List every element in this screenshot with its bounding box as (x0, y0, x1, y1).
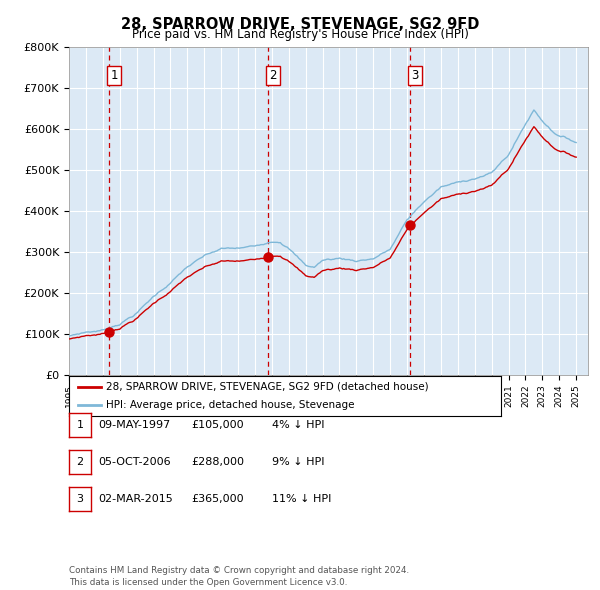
Text: 4% ↓ HPI: 4% ↓ HPI (272, 420, 325, 430)
Text: Price paid vs. HM Land Registry's House Price Index (HPI): Price paid vs. HM Land Registry's House … (131, 28, 469, 41)
Text: 11% ↓ HPI: 11% ↓ HPI (272, 494, 332, 504)
Text: £288,000: £288,000 (191, 457, 244, 467)
Text: 28, SPARROW DRIVE, STEVENAGE, SG2 9FD (detached house): 28, SPARROW DRIVE, STEVENAGE, SG2 9FD (d… (106, 382, 428, 392)
Text: 28, SPARROW DRIVE, STEVENAGE, SG2 9FD: 28, SPARROW DRIVE, STEVENAGE, SG2 9FD (121, 17, 479, 31)
Text: 3: 3 (77, 494, 83, 504)
Text: £365,000: £365,000 (191, 494, 244, 504)
Text: 2: 2 (269, 70, 277, 83)
Text: 02-MAR-2015: 02-MAR-2015 (98, 494, 173, 504)
Text: 3: 3 (412, 70, 419, 83)
Text: 2: 2 (77, 457, 83, 467)
Text: £105,000: £105,000 (191, 420, 244, 430)
Text: Contains HM Land Registry data © Crown copyright and database right 2024.
This d: Contains HM Land Registry data © Crown c… (69, 566, 409, 587)
Text: 09-MAY-1997: 09-MAY-1997 (98, 420, 170, 430)
Text: HPI: Average price, detached house, Stevenage: HPI: Average price, detached house, Stev… (106, 400, 354, 410)
Text: 9% ↓ HPI: 9% ↓ HPI (272, 457, 325, 467)
Text: 1: 1 (77, 420, 83, 430)
Text: 1: 1 (110, 70, 118, 83)
Text: 05-OCT-2006: 05-OCT-2006 (98, 457, 171, 467)
